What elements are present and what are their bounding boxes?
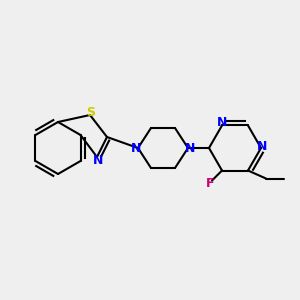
Text: N: N [217,116,227,129]
Text: S: S [86,106,95,118]
Text: N: N [93,154,103,166]
Text: N: N [257,140,267,154]
Text: N: N [185,142,195,154]
Text: F: F [206,177,214,190]
Text: N: N [131,142,141,154]
